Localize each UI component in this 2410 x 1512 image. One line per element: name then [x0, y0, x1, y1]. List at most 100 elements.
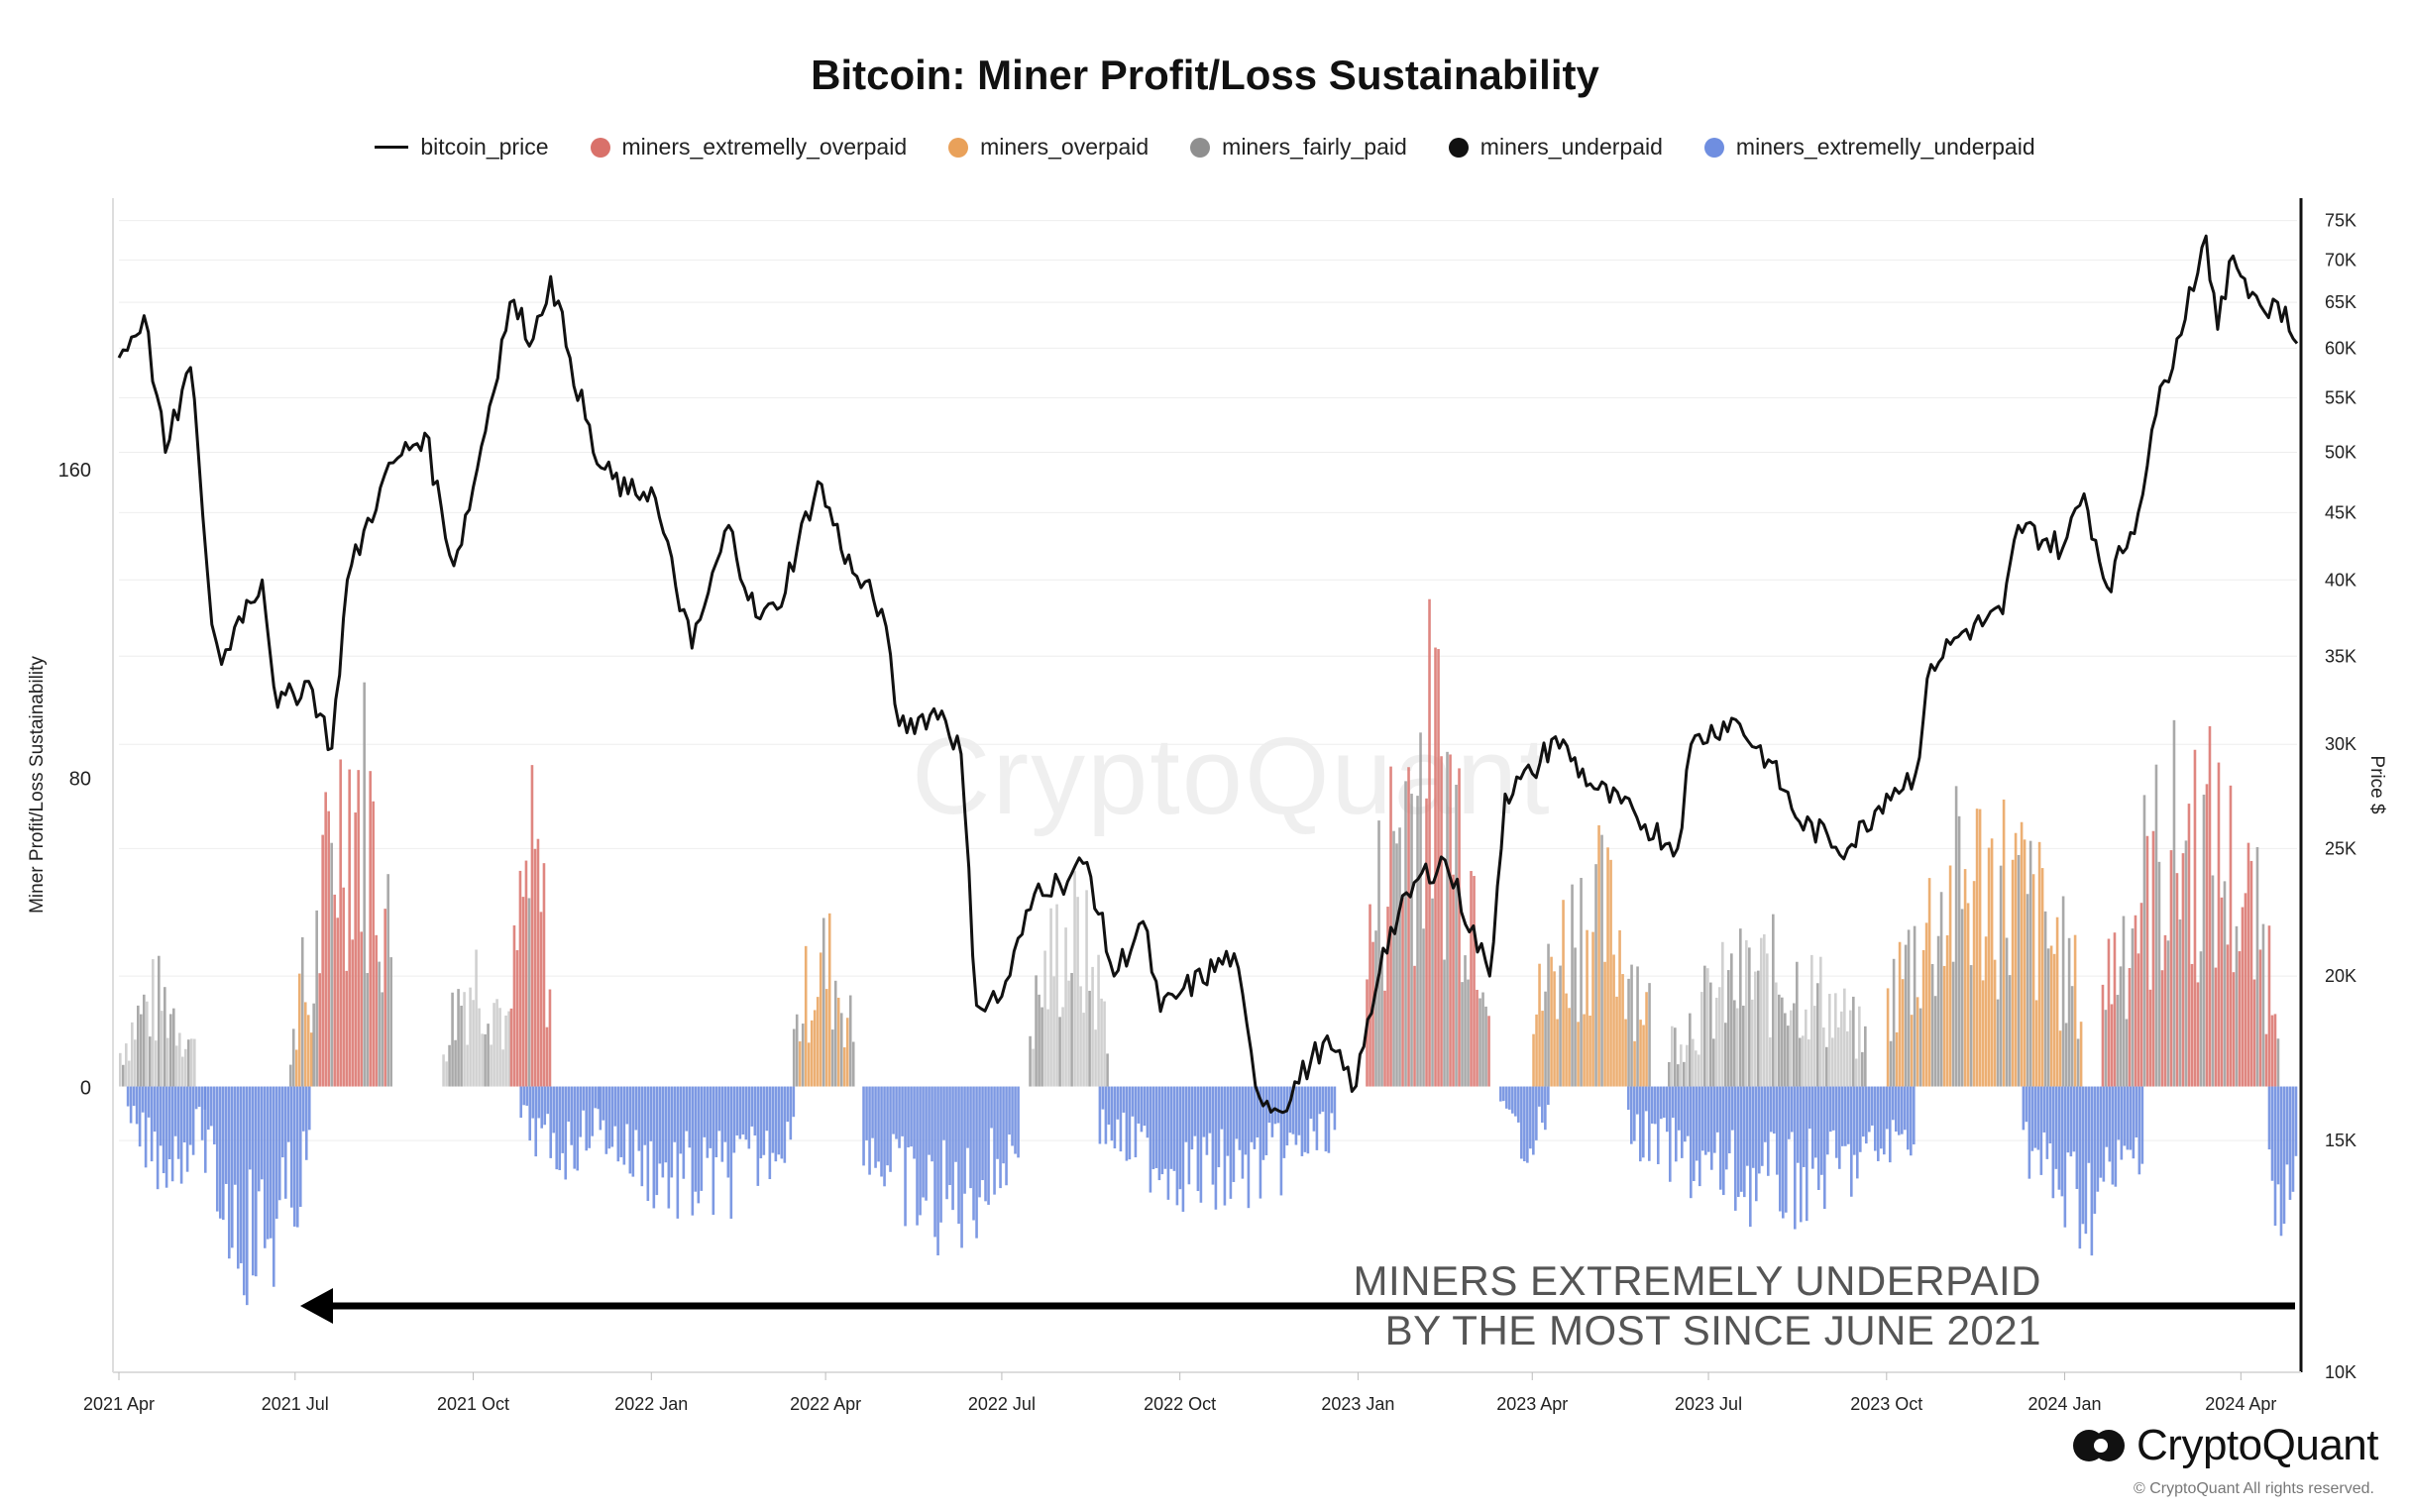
negative-bar: [159, 1086, 163, 1146]
positive-bar: [187, 1039, 190, 1087]
positive-bar: [1810, 954, 1813, 1087]
negative-bar: [649, 1086, 653, 1141]
y-right-tick-label: 75K: [2325, 211, 2356, 231]
negative-bar: [865, 1086, 868, 1140]
negative-bar: [984, 1086, 987, 1202]
negative-bar: [304, 1086, 308, 1160]
legend-item-fairly-paid[interactable]: miners_fairly_paid: [1190, 134, 1407, 161]
x-tick-label: 2023 Jan: [1321, 1394, 1394, 1414]
negative-bar: [1626, 1086, 1630, 1111]
positive-bar: [1032, 1048, 1035, 1087]
negative-bar: [1217, 1086, 1221, 1168]
negative-bar: [206, 1086, 210, 1131]
positive-bar: [288, 1064, 292, 1087]
positive-bar: [1706, 968, 1709, 1087]
positive-bar: [1553, 971, 1556, 1087]
legend-item-bitcoin-price[interactable]: bitcoin_price: [375, 134, 549, 161]
positive-bar: [357, 770, 360, 1087]
positive-bar: [1709, 982, 1712, 1087]
x-tick-label: 2022 Apr: [790, 1394, 861, 1414]
positive-bar: [190, 1038, 193, 1087]
negative-bar: [2137, 1086, 2141, 1175]
negative-bar: [2060, 1086, 2064, 1197]
positive-bar: [1742, 1005, 1745, 1087]
negative-bar: [215, 1086, 219, 1212]
negative-bar: [135, 1086, 139, 1125]
positive-bar: [1600, 834, 1603, 1087]
negative-bar: [1867, 1086, 1871, 1133]
negative-bar: [723, 1086, 727, 1142]
positive-bar: [816, 997, 820, 1087]
negative-bar: [2069, 1086, 2073, 1157]
positive-bar: [158, 955, 161, 1087]
negative-bar: [1638, 1086, 1642, 1162]
negative-bar: [646, 1086, 650, 1202]
positive-bar: [351, 939, 354, 1087]
legend-item-extremely-underpaid[interactable]: miners_extremelly_underpaid: [1703, 134, 2035, 161]
positive-bar: [501, 1049, 504, 1087]
positive-bar: [1745, 939, 1748, 1087]
negative-bar: [987, 1086, 990, 1205]
negative-bar: [700, 1086, 704, 1191]
positive-bar: [2151, 830, 2155, 1087]
positive-bar: [2264, 1033, 2268, 1087]
positive-bar: [2205, 784, 2209, 1087]
negative-bar: [978, 1086, 981, 1198]
negative-bar: [194, 1086, 198, 1110]
positive-bar: [1443, 959, 1446, 1087]
negative-bar: [2084, 1086, 2088, 1235]
y-right-tick-label: 65K: [2325, 292, 2356, 312]
negative-bar: [999, 1086, 1002, 1189]
negative-bar: [738, 1086, 742, 1139]
negative-bar: [1879, 1086, 1883, 1149]
positive-bar: [1073, 871, 1076, 1087]
negative-bar: [519, 1086, 523, 1119]
negative-bar: [1662, 1086, 1666, 1119]
negative-bar: [1843, 1086, 1847, 1146]
legend-item-extremely-overpaid[interactable]: miners_extremelly_overpaid: [590, 134, 907, 161]
positive-bar: [1927, 878, 1931, 1087]
positive-bar: [1416, 796, 1419, 1087]
positive-bar: [460, 1005, 463, 1087]
y-right-tick-label: 70K: [2325, 250, 2356, 270]
positive-bar: [1094, 1029, 1097, 1087]
legend-item-overpaid[interactable]: miners_overpaid: [948, 134, 1149, 161]
cryptoquant-logo[interactable]: CryptoQuant: [2071, 1421, 2378, 1470]
positive-bar: [2040, 868, 2044, 1087]
positive-bar: [504, 1015, 507, 1087]
positive-bar: [169, 1014, 172, 1087]
positive-bar: [2235, 925, 2239, 1087]
negative-bar: [1799, 1086, 1803, 1223]
negative-bar: [2048, 1086, 2052, 1143]
positive-bar: [1907, 929, 1911, 1087]
positive-bar: [1918, 1008, 1922, 1087]
positive-bar: [1954, 786, 1958, 1087]
negative-bar: [1644, 1086, 1648, 1112]
positive-bar: [1591, 931, 1594, 1087]
negative-bar: [242, 1086, 246, 1296]
negative-bar: [919, 1086, 922, 1216]
positive-bar: [1802, 1035, 1805, 1087]
y-right-tick-label: 60K: [2325, 338, 2356, 358]
positive-bar: [1082, 1013, 1085, 1087]
positive-bar: [1609, 859, 1612, 1087]
negative-bar: [691, 1086, 695, 1216]
positive-bar: [1972, 881, 1976, 1087]
negative-bar: [1647, 1086, 1651, 1161]
negative-bar: [525, 1086, 529, 1106]
negative-bar: [209, 1086, 213, 1127]
negative-bar: [1002, 1086, 1005, 1164]
negative-bar: [1294, 1086, 1298, 1145]
negative-bar: [528, 1086, 532, 1141]
positive-bar: [309, 1032, 313, 1087]
positive-bar: [1642, 1025, 1645, 1087]
positive-bar: [184, 1048, 187, 1087]
positive-bar: [1813, 1006, 1816, 1087]
x-tick-label: 2024 Apr: [2205, 1394, 2276, 1414]
positive-bar: [1852, 996, 1855, 1087]
legend-item-underpaid[interactable]: miners_underpaid: [1448, 134, 1663, 161]
negative-bar: [1819, 1086, 1823, 1175]
negative-bar: [260, 1086, 264, 1180]
positive-bar: [1790, 1010, 1793, 1087]
negative-bar: [1653, 1086, 1657, 1125]
